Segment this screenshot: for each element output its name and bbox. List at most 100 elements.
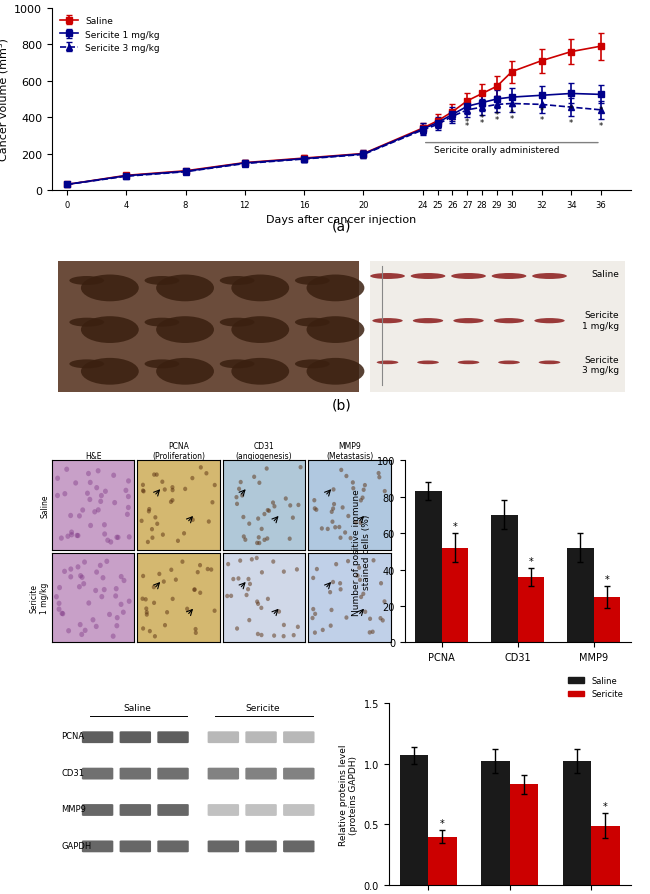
- Circle shape: [153, 516, 157, 520]
- Circle shape: [339, 587, 343, 592]
- Ellipse shape: [377, 361, 398, 365]
- Circle shape: [170, 499, 174, 503]
- Text: *: *: [510, 109, 514, 118]
- Circle shape: [246, 578, 250, 582]
- Circle shape: [73, 481, 78, 486]
- Text: *: *: [603, 801, 608, 811]
- Circle shape: [62, 569, 67, 574]
- Text: Sericite: Sericite: [245, 704, 280, 713]
- Circle shape: [141, 489, 145, 493]
- Circle shape: [250, 558, 254, 562]
- Circle shape: [213, 484, 217, 488]
- Text: *: *: [510, 115, 514, 124]
- Circle shape: [237, 577, 240, 581]
- Ellipse shape: [231, 358, 289, 385]
- Circle shape: [174, 578, 178, 582]
- Bar: [517, 578, 544, 643]
- Text: Sericite orally administered: Sericite orally administered: [434, 146, 560, 156]
- Circle shape: [257, 481, 261, 485]
- Circle shape: [94, 569, 99, 575]
- Title: H&E: H&E: [85, 451, 101, 460]
- Circle shape: [99, 595, 104, 600]
- Circle shape: [377, 476, 382, 480]
- Ellipse shape: [451, 274, 486, 280]
- Circle shape: [361, 592, 365, 596]
- Circle shape: [220, 276, 255, 285]
- Circle shape: [199, 466, 203, 470]
- Circle shape: [331, 507, 335, 511]
- Bar: [510, 785, 538, 885]
- Circle shape: [359, 521, 363, 526]
- Circle shape: [111, 634, 116, 639]
- Circle shape: [59, 536, 64, 541]
- Circle shape: [381, 619, 385, 623]
- Y-axis label: Cancer volume (mm³): Cancer volume (mm³): [0, 38, 8, 161]
- Circle shape: [337, 525, 341, 529]
- Circle shape: [70, 360, 104, 369]
- Circle shape: [231, 578, 235, 582]
- Circle shape: [126, 494, 131, 500]
- Circle shape: [248, 582, 252, 586]
- Circle shape: [271, 560, 276, 564]
- Circle shape: [182, 532, 186, 536]
- Circle shape: [341, 506, 344, 510]
- Circle shape: [68, 513, 73, 519]
- Circle shape: [119, 574, 124, 579]
- Title: PCNA
(Proliferation): PCNA (Proliferation): [152, 442, 205, 460]
- Text: *: *: [569, 105, 573, 114]
- Circle shape: [225, 595, 229, 599]
- Circle shape: [283, 497, 288, 502]
- Circle shape: [328, 590, 332, 595]
- Circle shape: [163, 623, 167, 628]
- Circle shape: [144, 360, 179, 369]
- Circle shape: [57, 601, 62, 606]
- Circle shape: [296, 625, 300, 629]
- Circle shape: [311, 607, 315, 611]
- Circle shape: [358, 578, 362, 583]
- Ellipse shape: [534, 318, 565, 324]
- Circle shape: [239, 480, 242, 485]
- FancyBboxPatch shape: [120, 731, 151, 743]
- Circle shape: [311, 576, 315, 580]
- Ellipse shape: [81, 316, 139, 343]
- Circle shape: [240, 493, 244, 498]
- Circle shape: [92, 510, 98, 515]
- Legend: Saline, Sericite: Saline, Sericite: [564, 673, 627, 702]
- Circle shape: [346, 514, 350, 519]
- Circle shape: [161, 533, 165, 537]
- Circle shape: [256, 517, 260, 521]
- Circle shape: [313, 630, 317, 635]
- Circle shape: [144, 607, 148, 611]
- Circle shape: [116, 536, 120, 541]
- Circle shape: [312, 499, 317, 503]
- FancyBboxPatch shape: [82, 768, 113, 780]
- Circle shape: [379, 581, 383, 586]
- Circle shape: [383, 489, 387, 493]
- Circle shape: [255, 600, 259, 604]
- Circle shape: [140, 597, 144, 602]
- Circle shape: [145, 611, 149, 615]
- Circle shape: [75, 565, 81, 570]
- Bar: [400, 755, 428, 885]
- Text: *: *: [540, 116, 543, 125]
- Circle shape: [165, 611, 169, 615]
- Circle shape: [220, 360, 255, 369]
- Circle shape: [150, 527, 154, 532]
- Circle shape: [126, 505, 131, 510]
- Ellipse shape: [370, 274, 405, 280]
- Circle shape: [60, 611, 64, 616]
- Circle shape: [238, 559, 242, 563]
- FancyBboxPatch shape: [370, 262, 625, 392]
- Circle shape: [118, 602, 124, 607]
- Bar: [562, 762, 591, 885]
- Circle shape: [127, 535, 132, 540]
- Bar: [481, 762, 510, 885]
- Y-axis label: Relative proteins level
(proteins GAPDH): Relative proteins level (proteins GAPDH): [339, 744, 358, 845]
- Circle shape: [127, 599, 132, 604]
- FancyBboxPatch shape: [157, 731, 188, 743]
- Ellipse shape: [417, 361, 439, 365]
- Circle shape: [247, 522, 252, 527]
- Circle shape: [338, 581, 342, 586]
- Circle shape: [209, 568, 213, 572]
- Circle shape: [211, 501, 214, 505]
